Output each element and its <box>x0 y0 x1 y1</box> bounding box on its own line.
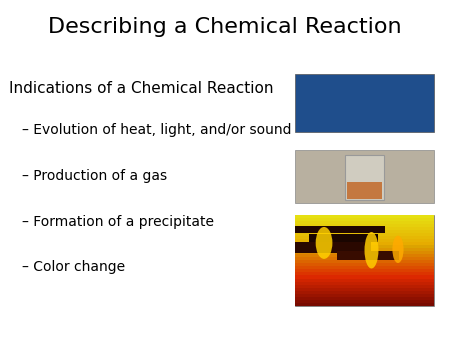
Ellipse shape <box>364 232 378 268</box>
Bar <box>295 297 434 300</box>
Bar <box>337 251 400 260</box>
Text: – Production of a gas: – Production of a gas <box>22 169 167 183</box>
Bar <box>295 285 434 288</box>
Text: Describing a Chemical Reaction: Describing a Chemical Reaction <box>48 17 402 37</box>
Bar <box>295 291 434 294</box>
Ellipse shape <box>315 227 333 259</box>
Bar <box>295 215 434 306</box>
Bar <box>295 275 434 279</box>
Text: Indications of a Chemical Reaction: Indications of a Chemical Reaction <box>9 81 274 96</box>
Bar <box>309 234 378 242</box>
Bar <box>295 288 434 291</box>
Bar <box>295 279 434 282</box>
Bar <box>295 242 372 253</box>
Bar <box>295 272 434 275</box>
Bar <box>295 263 434 266</box>
Bar <box>295 257 434 260</box>
Bar <box>295 74 434 132</box>
Bar <box>295 221 434 224</box>
Bar <box>295 224 434 227</box>
Bar <box>345 154 384 200</box>
Bar <box>295 245 434 248</box>
Bar <box>295 282 434 285</box>
Bar <box>295 260 434 263</box>
Bar <box>295 269 434 272</box>
Bar <box>295 225 385 233</box>
Bar <box>295 242 434 245</box>
Text: – Formation of a precipitate: – Formation of a precipitate <box>22 215 215 228</box>
Bar <box>295 254 434 257</box>
Bar <box>295 233 434 236</box>
Text: – Color change: – Color change <box>22 260 126 274</box>
Bar <box>295 266 434 269</box>
Bar <box>295 236 434 239</box>
Bar <box>295 218 434 221</box>
Bar <box>295 294 434 297</box>
Bar <box>295 300 434 303</box>
Bar <box>295 215 434 218</box>
Bar <box>347 182 382 199</box>
Bar <box>295 227 434 230</box>
Bar <box>295 251 434 254</box>
Ellipse shape <box>392 236 404 263</box>
Bar <box>295 239 434 242</box>
Bar <box>295 303 434 306</box>
Bar <box>295 230 434 233</box>
Text: – Evolution of heat, light, and/or sound: – Evolution of heat, light, and/or sound <box>22 123 292 137</box>
Bar <box>295 150 434 203</box>
Bar <box>295 248 434 251</box>
